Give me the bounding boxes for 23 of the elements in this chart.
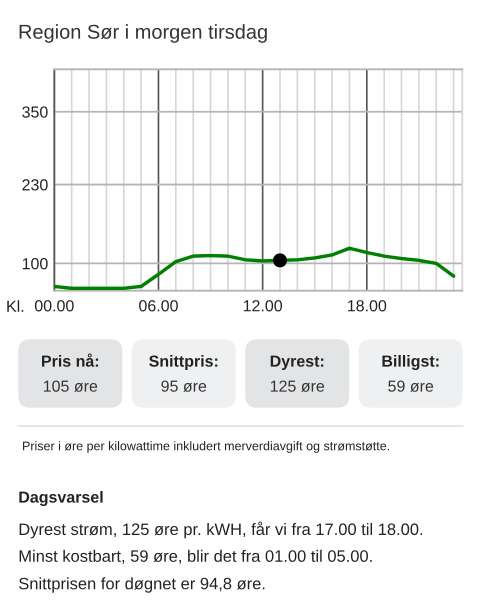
text: 95 øre xyxy=(161,380,206,392)
text: 125 øre xyxy=(270,380,324,392)
text: 59 øre xyxy=(388,380,434,392)
chart-title: Region Sør i morgen tirsdag xyxy=(20,24,267,43)
text: Dyrest: xyxy=(270,356,324,370)
text: Snittprisen for døgnet er 94,8 øre. xyxy=(19,577,264,593)
text: Dyrest strøm, 125 øre pr. kWH, får vi fra 17.00 til 18.00. xyxy=(20,522,422,538)
text: Priser i øre per kilowattime inkludert merverdiavgift og strømstøtte. xyxy=(23,441,390,453)
text: Minst kostbart, 59 øre, blir det fra 01.00 til 05.00. xyxy=(20,550,372,564)
y-tick-label: 350 xyxy=(22,106,48,118)
text: Billigst: xyxy=(382,355,439,370)
x-tick-label: 18.00 xyxy=(348,300,386,312)
x-tick-label: 06.00 xyxy=(139,300,178,312)
x-tick-label: 00.00 xyxy=(34,300,74,312)
line-series xyxy=(54,246,456,290)
y-tick-label: 230 xyxy=(22,179,48,191)
x-tick-label: 12.00 xyxy=(244,300,282,312)
text: 105 øre xyxy=(44,380,98,392)
text: Snittpris: xyxy=(149,355,218,370)
x-axis-title: Kl. xyxy=(7,300,24,312)
text: Pris nå: xyxy=(42,353,98,367)
text: Dagsvarsel xyxy=(19,491,103,506)
y-tick-label: 100 xyxy=(22,258,48,270)
